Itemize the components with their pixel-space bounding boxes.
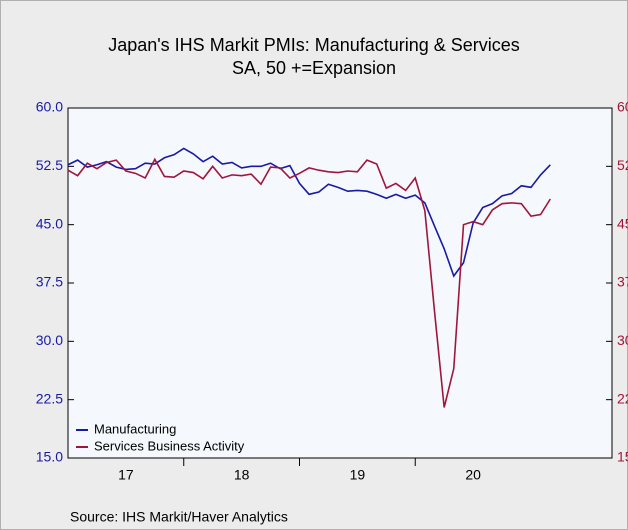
x-tick-label: 19: [350, 467, 366, 483]
legend-label: Services Business Activity: [94, 438, 245, 453]
x-tick-label: 18: [234, 467, 250, 483]
source: Source: IHS Markit/Haver Analytics: [70, 509, 288, 525]
chart-subtitle: SA, 50 +=Expansion: [232, 58, 396, 78]
x-tick-label: 17: [118, 467, 134, 483]
y-tick-label: 52.5: [36, 157, 63, 173]
y-tick-label: 30.0: [36, 332, 63, 348]
y2-tick-label: 52.5: [617, 157, 628, 173]
y-tick-label: 45.0: [36, 215, 63, 231]
series-line: [67, 147, 551, 278]
y-tick-label: 60.0: [36, 99, 63, 115]
y2-tick-label: 30.0: [617, 332, 628, 348]
y2-tick-label: 45.0: [617, 215, 628, 231]
y2-tick-label: 37.5: [617, 274, 628, 290]
y-tick-label: 15.0: [36, 449, 63, 465]
series-line: [67, 157, 551, 408]
y2-tick-label: 22.5: [617, 390, 628, 406]
y2-tick-label: 60.0: [617, 99, 628, 115]
y2-tick-label: 15.0: [617, 449, 628, 465]
chart-title: Japan's IHS Markit PMIs: Manufacturing &…: [108, 35, 520, 55]
x-tick-label: 20: [465, 467, 481, 483]
y-tick-label: 22.5: [36, 390, 63, 406]
legend-label: Manufacturing: [94, 421, 176, 436]
y-tick-label: 37.5: [36, 274, 63, 290]
plot-area: [67, 107, 613, 459]
